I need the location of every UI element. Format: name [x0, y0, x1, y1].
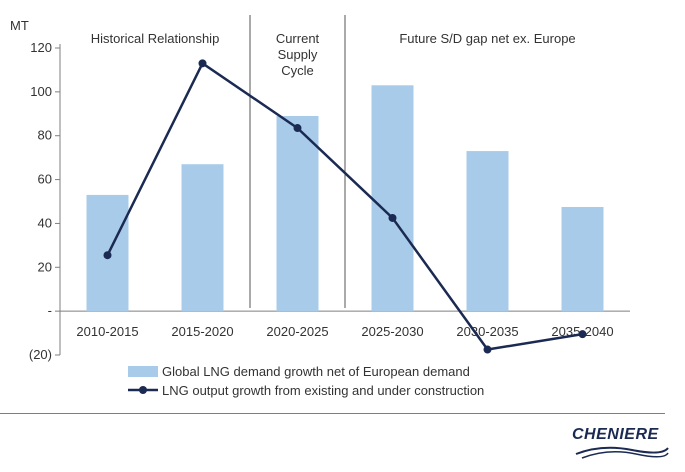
y-tick-label: 120 — [30, 40, 52, 55]
x-category-label: 2030-2035 — [456, 324, 518, 339]
bar-2035-2040 — [561, 206, 604, 312]
region-label: Current — [276, 31, 320, 46]
x-category-label: 2015-2020 — [171, 324, 233, 339]
legend-line-label: LNG output growth from existing and unde… — [162, 383, 484, 398]
y-tick-label: 40 — [38, 215, 52, 230]
logo-text: CHENIERE — [572, 426, 659, 443]
bar-2015-2020 — [181, 164, 224, 312]
footer-divider — [0, 413, 665, 414]
line-point-2010-2015 — [103, 251, 112, 260]
legend-bar-label: Global LNG demand growth net of European… — [162, 364, 470, 379]
cheniere-logo: CHENIERE — [572, 426, 672, 462]
logo-wave-icon — [575, 446, 669, 459]
x-category-label: 2020-2025 — [266, 324, 328, 339]
y-tick-label: - — [48, 303, 52, 318]
y-tick-label: 20 — [38, 259, 52, 274]
bar-2020-2025 — [276, 115, 319, 312]
x-category-label: 2025-2030 — [361, 324, 423, 339]
line-point-2020-2025 — [293, 124, 302, 133]
region-label: Supply — [278, 47, 318, 62]
x-category-label: 2010-2015 — [76, 324, 138, 339]
y-tick-label: 100 — [30, 84, 52, 99]
region-label: Historical Relationship — [91, 31, 220, 46]
legend-bar-swatch — [128, 366, 158, 377]
bar-2025-2030 — [371, 85, 414, 312]
bar-2030-2035 — [466, 151, 509, 312]
line-point-2030-2035 — [483, 345, 492, 354]
y-tick-label: (20) — [29, 347, 52, 362]
line-point-2035-2040 — [578, 330, 587, 339]
y-axis-unit-label: MT — [10, 18, 29, 33]
line-series — [106, 61, 583, 351]
y-tick-label: 60 — [38, 172, 52, 187]
y-tick-label: 80 — [38, 128, 52, 143]
line-point-2015-2020 — [198, 59, 207, 68]
region-label: Cycle — [281, 63, 314, 78]
region-label: Future S/D gap net ex. Europe — [399, 31, 575, 46]
legend-line-marker — [139, 386, 147, 394]
line-point-2025-2030 — [388, 213, 397, 222]
